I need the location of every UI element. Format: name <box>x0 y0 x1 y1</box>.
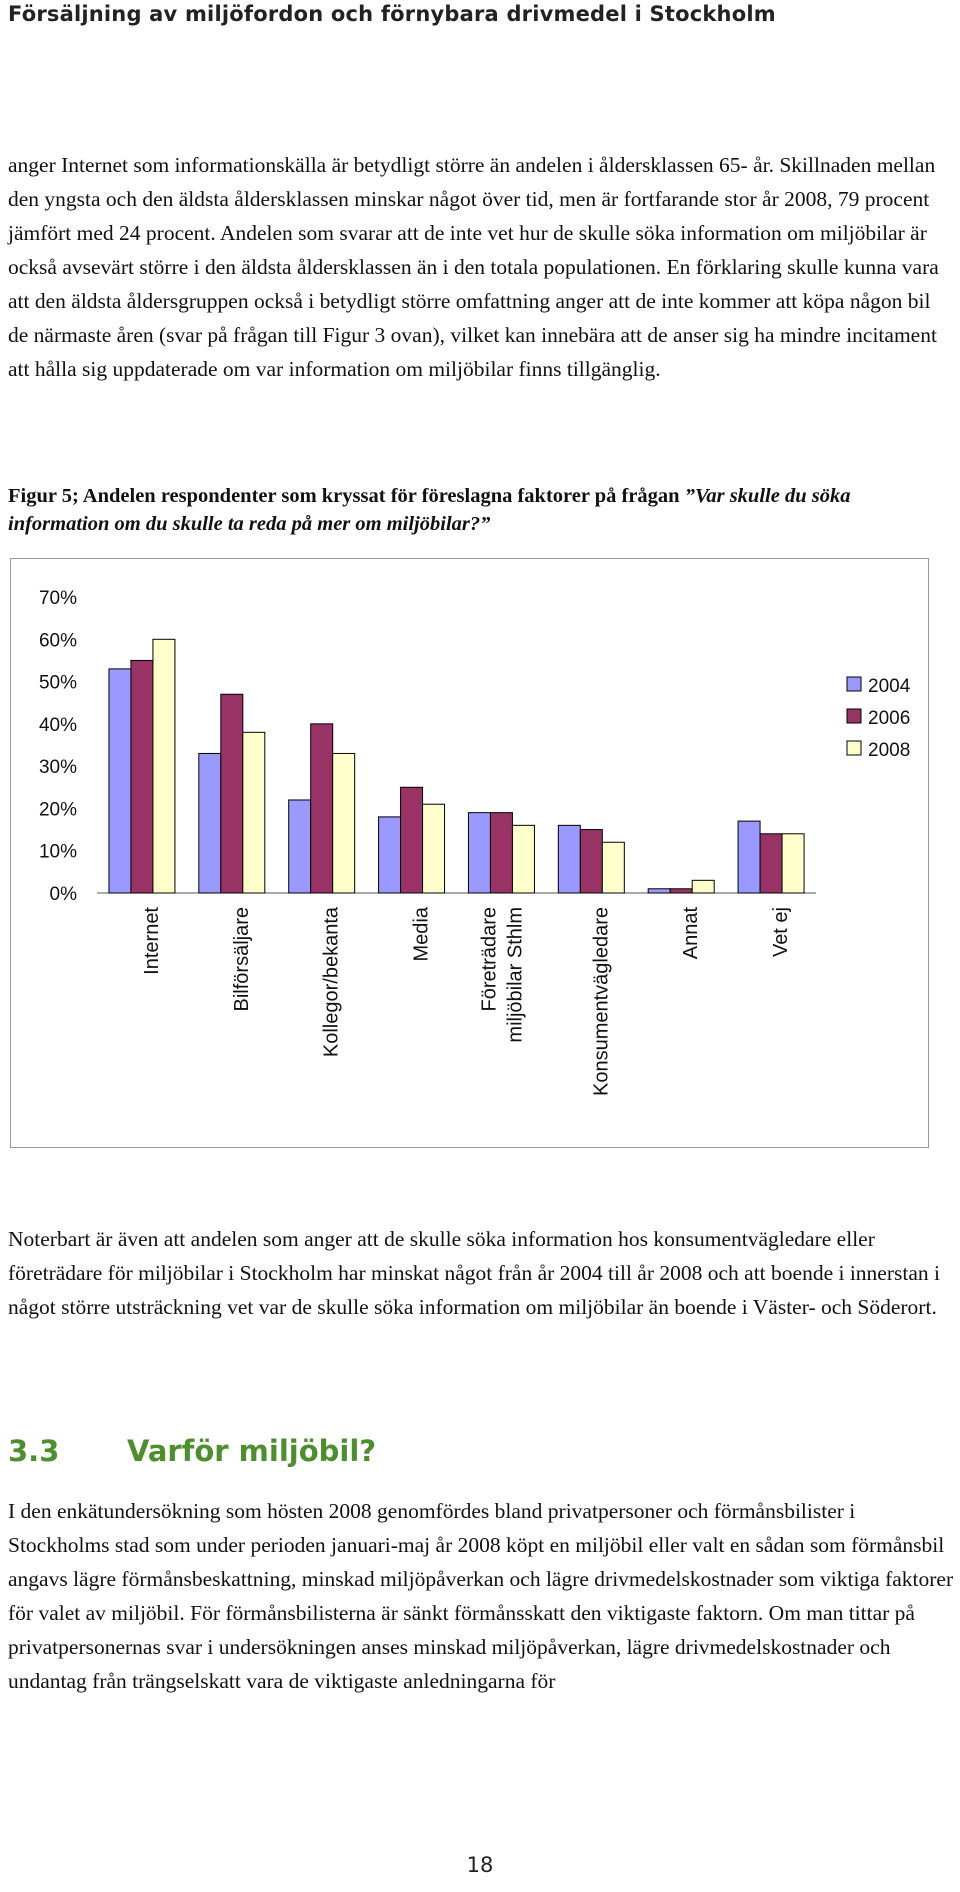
bar-2006-0 <box>130 659 154 894</box>
page-number: 18 <box>466 1853 494 1877</box>
bar-2006-2 <box>310 723 334 894</box>
y-tick-label: 10% <box>39 842 77 863</box>
x-tick-label: Kollegor/bekanta <box>321 906 343 1057</box>
section-number: 3.3 <box>8 1434 60 1468</box>
bar-2004-6 <box>647 888 671 894</box>
x-tick-label-line: Vet ej <box>770 907 792 957</box>
figure-caption-question: ”Var skulle du söka information om du sk… <box>8 485 851 535</box>
legend-label-2004: 2004 <box>868 676 911 697</box>
bar-2006-6 <box>669 888 693 894</box>
x-tick-label: Vet ej <box>770 907 792 957</box>
bar-2004-2 <box>288 799 312 894</box>
bar-2008-3 <box>422 803 446 894</box>
bar-2008-7 <box>781 833 805 894</box>
x-tick-label: Konsumentvägledare <box>590 907 612 1096</box>
bar-2008-2 <box>332 752 356 894</box>
bar-chart: 0% 10% 20% 30% 40% 50% 60% 70% Internet Bilförsäl… <box>39 588 911 1096</box>
y-tick-label: 60% <box>39 630 77 651</box>
bar-2004-7 <box>737 820 761 894</box>
legend-label-2008: 2008 <box>868 740 910 761</box>
x-tick-label: Företrädare miljöbilar Sthlm <box>478 907 526 1043</box>
x-tick-label-line: Media <box>411 906 433 961</box>
body-paragraph-3: I den enkätundersökning som hösten 2008 … <box>8 1499 954 1693</box>
section-heading: 3.3 Varför miljöbil? <box>8 1434 376 1468</box>
legend-swatch-2006 <box>846 708 862 724</box>
x-tick-label: Annat <box>680 907 702 960</box>
bar-2008-5 <box>601 841 625 894</box>
legend-label-2006: 2006 <box>868 708 910 729</box>
x-tick-label-line: Annat <box>680 907 702 960</box>
x-tick-label-line: Kollegor/bekanta <box>321 906 343 1057</box>
x-tick-label-line: Bilförsäljare <box>231 907 253 1011</box>
bar-2006-1 <box>220 693 244 894</box>
bar-2006-3 <box>400 786 424 894</box>
body-paragraph-1: anger Internet som informationskälla är … <box>8 153 939 381</box>
bar-2008-6 <box>691 879 715 894</box>
bar-2006-4 <box>489 812 513 894</box>
legend-swatch-2008 <box>846 740 862 756</box>
bar-2008-4 <box>511 824 535 894</box>
bar-2004-1 <box>198 752 222 894</box>
bar-2006-5 <box>579 829 603 894</box>
x-tick-label-line: Internet <box>141 907 163 975</box>
bar-2006-7 <box>759 833 783 894</box>
body-paragraph-2: Noterbart är även att andelen som anger … <box>8 1227 940 1319</box>
x-tick-label: Internet <box>141 907 163 975</box>
bar-2004-3 <box>378 816 402 894</box>
x-tick-label: Media <box>411 906 433 961</box>
figure-caption: Figur 5; Andelen respondenter som kryssa… <box>8 482 956 538</box>
x-tick-label: Bilförsäljare <box>231 907 253 1011</box>
bar-2004-5 <box>557 824 581 894</box>
bar-2008-0 <box>152 638 176 894</box>
bar-2004-0 <box>108 668 132 894</box>
y-tick-label: 40% <box>39 715 77 736</box>
x-tick-label-line: miljöbilar Sthlm <box>504 907 526 1043</box>
legend-swatch-2004 <box>846 676 862 692</box>
x-tick-label-line: Konsumentvägledare <box>590 907 612 1096</box>
x-tick-label-line: Företrädare <box>478 907 500 1012</box>
bar-2008-1 <box>242 731 266 894</box>
chart-frame: 0% 10% 20% 30% 40% 50% 60% 70% Internet Bilförsäl… <box>10 558 929 1148</box>
y-tick-label: 70% <box>39 588 77 609</box>
section-title: Varför miljöbil? <box>127 1434 377 1468</box>
y-tick-label: 0% <box>50 884 78 905</box>
figure-caption-lead: Figur 5; Andelen respondenter som kryssa… <box>8 485 685 507</box>
y-tick-label: 30% <box>39 757 77 778</box>
y-tick-label: 20% <box>39 799 77 820</box>
running-header: Försäljning av miljöfordon och förnybara… <box>8 2 776 26</box>
bar-2004-4 <box>467 812 491 894</box>
y-tick-label: 50% <box>39 673 77 694</box>
